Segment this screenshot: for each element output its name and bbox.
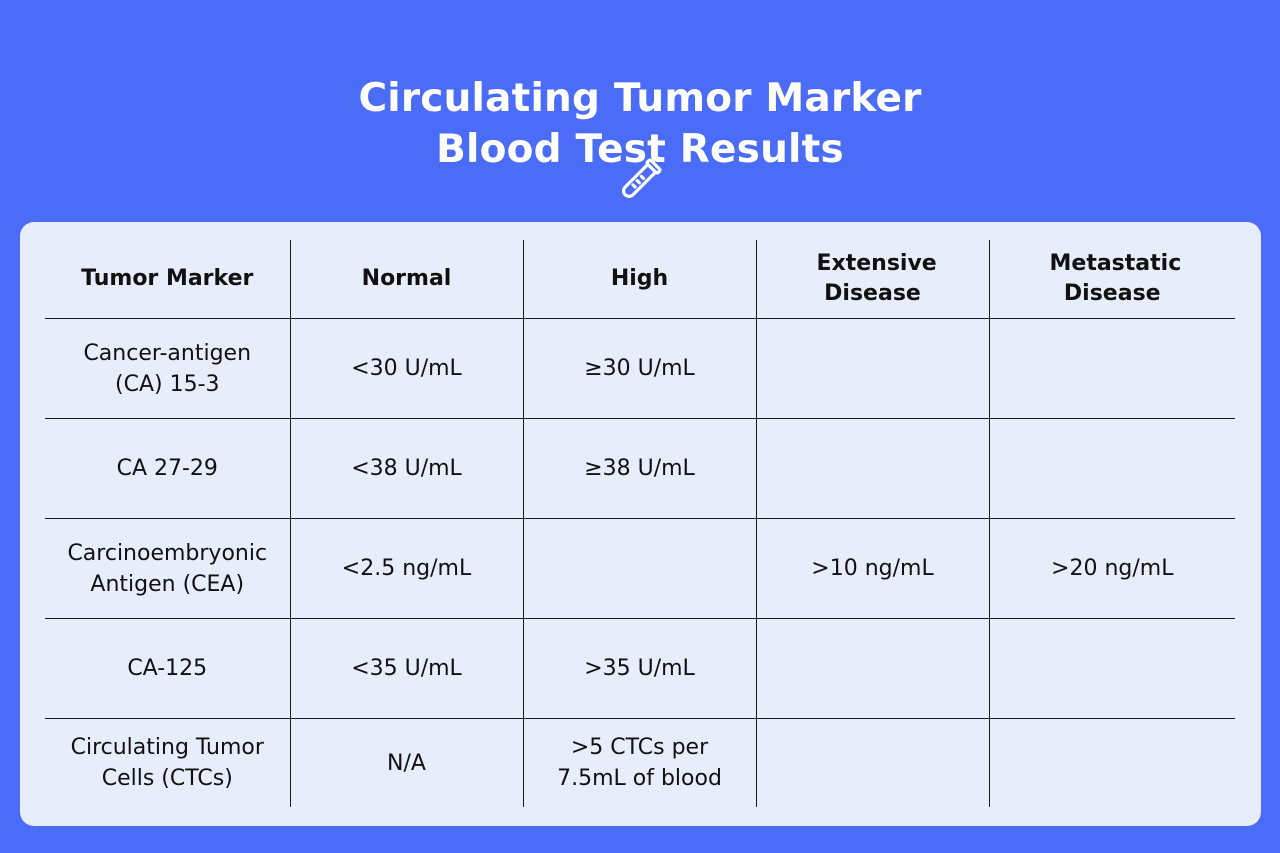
table-row: Cancer-antigen (CA) 15-3 <30 U/mL ≥30 U/… (45, 318, 1235, 419)
marker-name-cell: Carcinoembryonic Antigen (CEA) (45, 518, 290, 619)
extensive-value-cell (755, 618, 989, 719)
normal-value-cell: <35 U/mL (289, 618, 523, 719)
test-tube-icon (622, 158, 662, 198)
extensive-value-cell: >10 ng/mL (755, 518, 989, 619)
table-header-row: Tumor Marker Normal High Extensive Disea… (45, 240, 1235, 319)
metastatic-value-cell (988, 318, 1235, 419)
normal-value-cell: N/A (289, 718, 523, 807)
tumor-marker-table: Tumor Marker Normal High Extensive Disea… (45, 240, 1235, 807)
marker-name-cell: CA-125 (45, 618, 290, 719)
metastatic-value-cell (988, 418, 1235, 519)
column-header-metastatic-disease: Metastatic Disease (988, 240, 1235, 319)
table-row: Circulating Tumor Cells (CTCs) N/A >5 CT… (45, 718, 1235, 807)
column-header-high: High (522, 240, 756, 319)
metastatic-value-cell (988, 618, 1235, 719)
high-value-cell: >5 CTCs per 7.5mL of blood (522, 718, 756, 807)
results-card: Tumor Marker Normal High Extensive Disea… (20, 222, 1261, 826)
table-row: CA-125 <35 U/mL >35 U/mL (45, 618, 1235, 719)
column-header-extensive-disease: Extensive Disease (755, 240, 989, 319)
column-header-normal: Normal (289, 240, 523, 319)
title-line-2: Blood Test Results (436, 127, 844, 173)
high-value-cell: ≥38 U/mL (522, 418, 756, 519)
page-title: Circulating Tumor Marker Blood Test Resu… (0, 73, 1280, 175)
title-line-1: Circulating Tumor Marker (358, 76, 922, 122)
metastatic-value-cell (988, 718, 1235, 807)
marker-name-cell: Cancer-antigen (CA) 15-3 (45, 318, 290, 419)
normal-value-cell: <30 U/mL (289, 318, 523, 419)
marker-name-cell: Circulating Tumor Cells (CTCs) (70, 735, 264, 791)
table-row: Carcinoembryonic Antigen (CEA) <2.5 ng/m… (45, 518, 1235, 619)
normal-value-cell: <38 U/mL (289, 418, 523, 519)
extensive-value-cell (755, 318, 989, 419)
marker-name-cell: CA 27-29 (45, 418, 290, 519)
column-header-tumor-marker: Tumor Marker (45, 240, 290, 319)
high-value-cell: >35 U/mL (522, 618, 756, 719)
metastatic-value-cell: >20 ng/mL (988, 518, 1235, 619)
high-value-cell: ≥30 U/mL (522, 318, 756, 419)
table-row: CA 27-29 <38 U/mL ≥38 U/mL (45, 418, 1235, 519)
normal-value-cell: <2.5 ng/mL (289, 518, 523, 619)
extensive-value-cell (755, 418, 989, 519)
extensive-value-cell (755, 718, 989, 807)
high-value-cell (522, 518, 756, 619)
